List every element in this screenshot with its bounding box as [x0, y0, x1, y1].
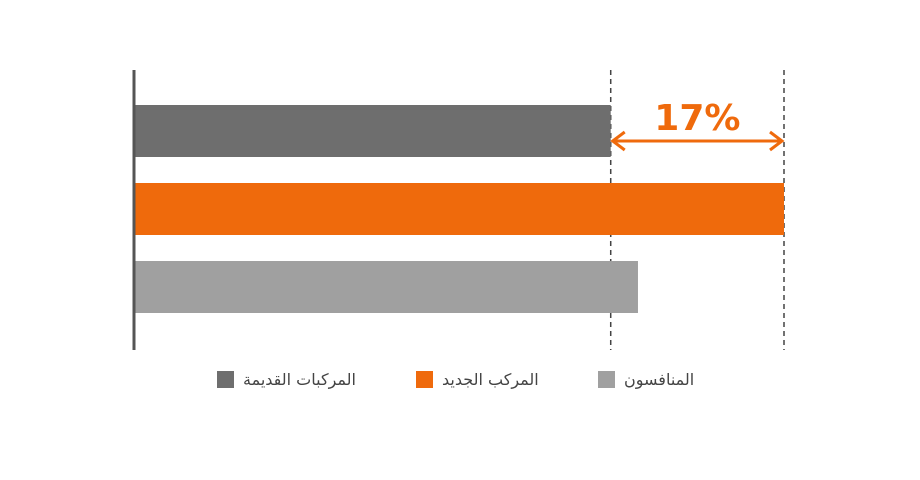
difference-annotation: 17%	[610, 98, 785, 152]
legend-item-1: المركب الجديد	[416, 370, 539, 390]
legend-item-0: المركبات القديمة	[217, 370, 356, 390]
legend-label: المنافسون	[624, 370, 694, 390]
bar-0	[135, 105, 611, 157]
legend-item-2: المنافسون	[598, 370, 694, 390]
difference-label: 17%	[654, 98, 740, 139]
bar-2	[135, 261, 638, 313]
legend: المنافسون المركب الجديد المركبات القديمة	[217, 370, 694, 390]
legend-swatch	[416, 371, 433, 388]
difference-arrow-head-right	[769, 130, 785, 152]
bar-group	[135, 105, 784, 313]
difference-arrow-head-left	[610, 130, 626, 152]
legend-label: المركب الجديد	[442, 370, 539, 390]
legend-swatch	[598, 371, 615, 388]
bar-1	[135, 183, 784, 235]
legend-label: المركبات القديمة	[243, 370, 356, 390]
legend-swatch	[217, 371, 234, 388]
